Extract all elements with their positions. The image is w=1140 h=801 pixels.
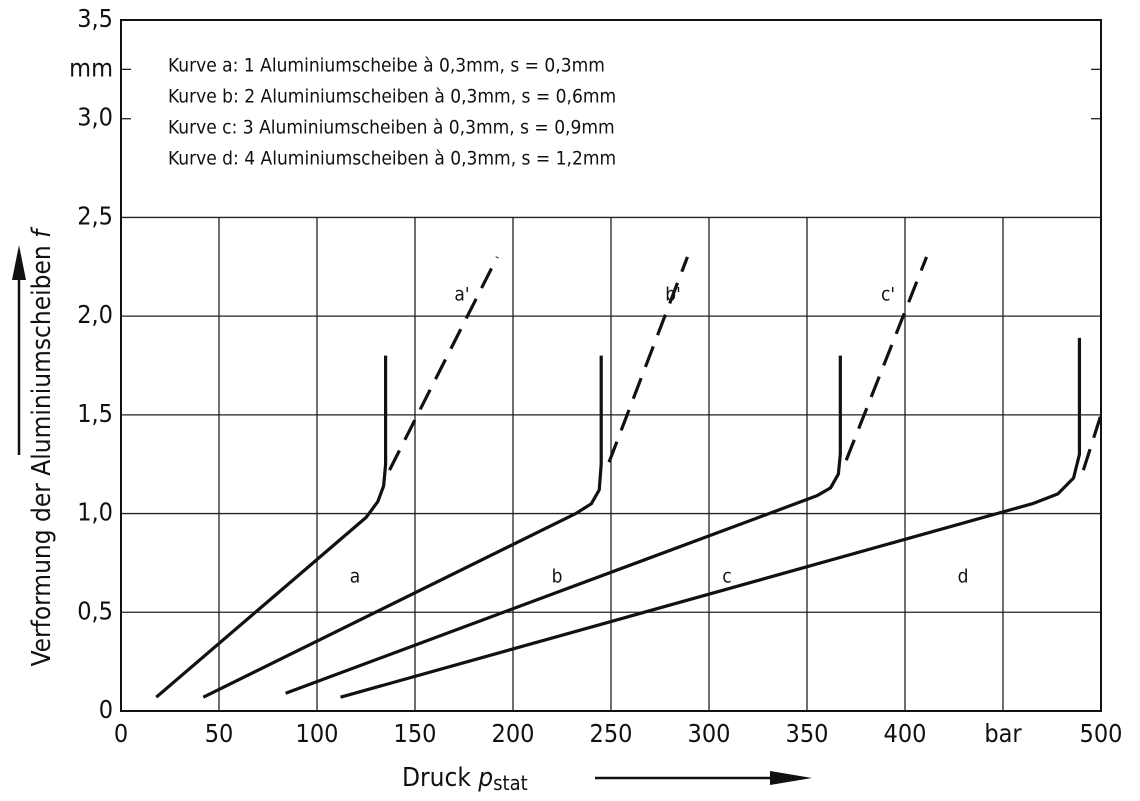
y-tick-label: 3,0: [77, 103, 113, 132]
x-label-symbol: p: [477, 763, 493, 793]
curve-label: c: [722, 566, 731, 588]
y-label-text: Verformung der Aluminiumscheiben: [27, 245, 57, 666]
y-tick-label: mm: [69, 53, 113, 82]
x-tick-label: 0: [114, 719, 128, 748]
y-arrow-head: [12, 245, 26, 280]
curve: [155, 355, 388, 699]
x-tick-label: 400: [884, 719, 927, 748]
x-axis-label: Druck pstat: [402, 763, 812, 795]
y-tick-label: 1,5: [77, 399, 113, 428]
curve: [388, 256, 499, 471]
curve-label: b': [665, 284, 681, 306]
y-tick-label: 0,5: [77, 596, 113, 625]
curve: [202, 355, 603, 699]
curve-label: c': [881, 284, 895, 306]
x-label-text: Druck: [402, 763, 471, 793]
y-label-symbol: f: [27, 226, 57, 238]
x-tick-label: 300: [688, 719, 731, 748]
x-arrow-head: [770, 771, 812, 785]
curve-label: d: [958, 566, 969, 588]
y-tick-label: 1,0: [77, 498, 113, 527]
x-tick-label: 50: [205, 719, 234, 748]
x-tick-label: 100: [296, 719, 339, 748]
curve-label: b: [552, 566, 563, 588]
curve: [844, 256, 929, 461]
curve-label: a': [454, 284, 469, 306]
x-label-subscript: stat: [493, 771, 528, 795]
y-tick-label: 3,5: [77, 4, 113, 33]
curve: [340, 337, 1082, 699]
x-tick-label: 200: [492, 719, 535, 748]
curve: [285, 355, 842, 695]
curve: [1081, 414, 1103, 471]
y-axis-label: Verformung der Aluminiumscheiben f: [12, 226, 57, 667]
y-tick-label: 2,0: [77, 300, 113, 329]
legend-entry: Kurve d: 4 Aluminiumscheiben à 0,3mm, s …: [168, 148, 616, 170]
curve: [607, 256, 689, 463]
x-tick-label: 250: [590, 719, 633, 748]
y-tick-label: 2,5: [77, 201, 113, 230]
y-label: Verformung der Aluminiumscheiben f: [27, 226, 57, 667]
x-tick-label: 500: [1080, 719, 1123, 748]
x-tick-label: 350: [786, 719, 829, 748]
legend-entry: Kurve b: 2 Aluminiumscheiben à 0,3mm, s …: [168, 86, 616, 108]
x-tick-label: bar: [984, 719, 1022, 748]
plot-frame: [120, 19, 1102, 712]
legend-entry: Kurve a: 1 Aluminiumscheibe à 0,3mm, s =…: [168, 55, 605, 77]
legend-entry: Kurve c: 3 Aluminiumscheiben à 0,3mm, s …: [168, 117, 615, 139]
y-tick-label: 0: [99, 695, 113, 724]
curve-label: a: [350, 566, 360, 588]
x-tick-label: 150: [394, 719, 437, 748]
x-label: Druck pstat: [402, 763, 528, 795]
